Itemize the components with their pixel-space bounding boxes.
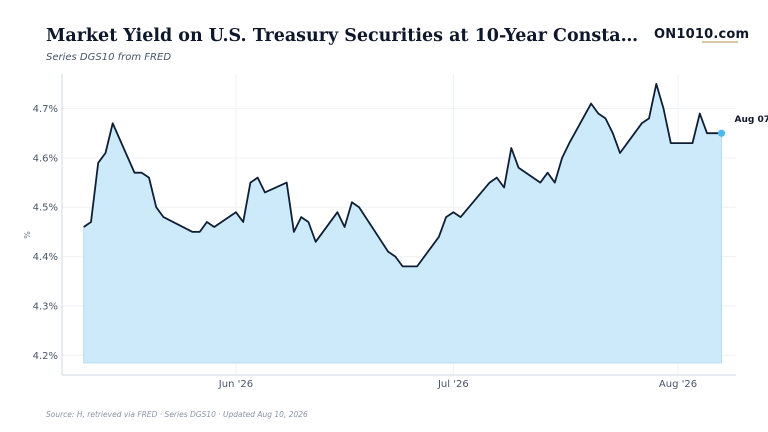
x-tick-label: Jul '26 [437, 379, 469, 390]
x-tick-label: Jun '26 [218, 379, 253, 390]
y-tick-label: 4.4% [33, 252, 58, 263]
last-value-point [717, 129, 726, 137]
page-subtitle: Series DGS10 from FRED [46, 52, 172, 63]
y-tick-label: 4.5% [33, 203, 58, 214]
chart-axes: 4.2% 4.3% 4.4% 4.5% 4.6% 4.7% Jun '26 Jul '26 Au… [33, 74, 736, 390]
y-tick-label: 4.2% [33, 351, 58, 362]
series-line [83, 83, 722, 268]
last-value-label: Aug 07, 2 [735, 115, 768, 125]
source-note: Source: H, retrieved via FRED · Series D… [46, 410, 308, 419]
y-tick-label: 4.6% [33, 153, 58, 164]
y-axis-label: % [23, 231, 32, 239]
y-tick-label: 4.3% [33, 301, 58, 312]
y-tick-label: 4.7% [33, 104, 58, 115]
x-tick-label: Aug '26 [659, 379, 697, 390]
brand-logo[interactable]: ON1010.com [654, 27, 750, 42]
chart-plot: Aug 07, 2 [83, 83, 768, 364]
series-area [83, 83, 722, 364]
brand-underline [702, 41, 738, 43]
